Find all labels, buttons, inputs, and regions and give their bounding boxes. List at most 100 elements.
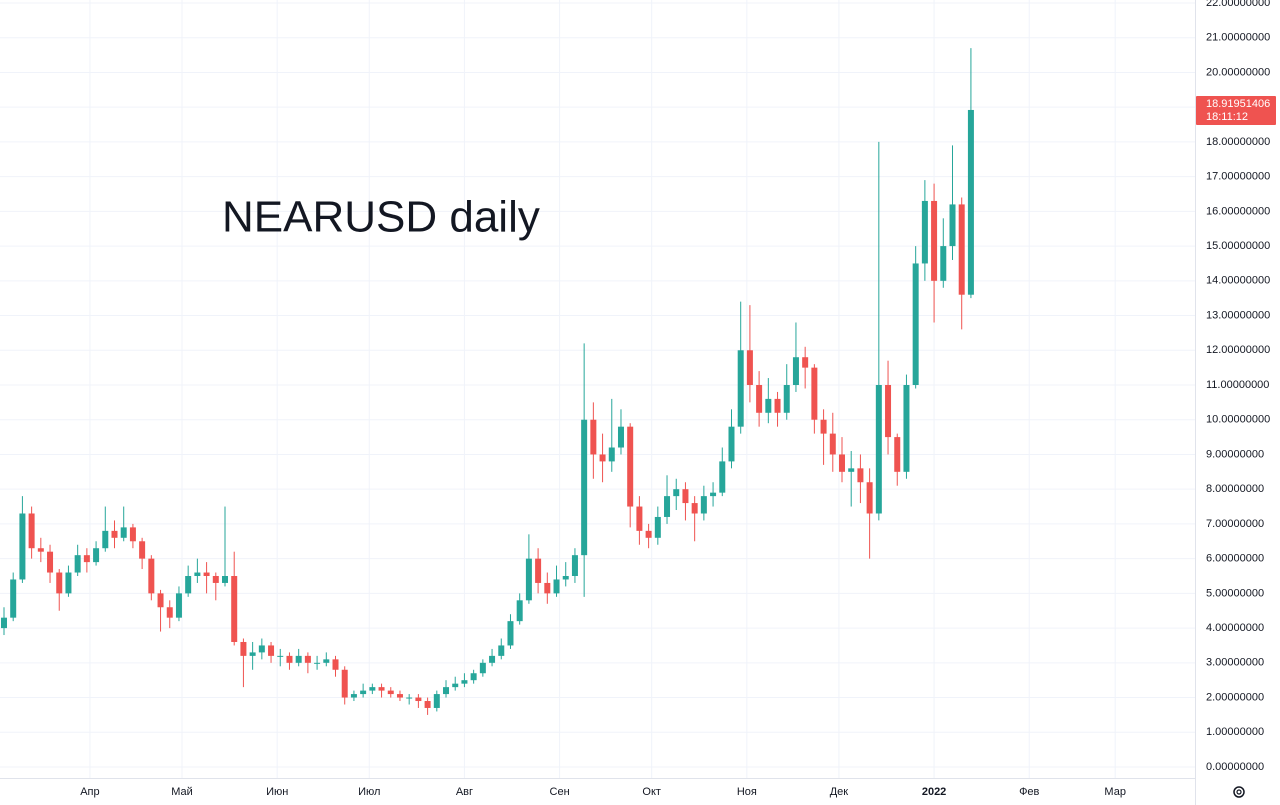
candle-body <box>120 527 127 538</box>
candle-body <box>875 385 882 514</box>
candle-body <box>802 357 809 368</box>
x-tick-label: Июн <box>266 786 288 798</box>
candle-body <box>268 645 275 656</box>
candle-body <box>581 419 588 556</box>
candle-body <box>443 687 450 695</box>
y-tick-label: 11.00000000 <box>1206 379 1269 391</box>
candle-body <box>10 579 17 618</box>
candle-body <box>921 200 928 264</box>
candle-body <box>811 367 818 420</box>
x-tick-label: Май <box>171 786 193 798</box>
candle-body <box>553 579 560 594</box>
candle-body <box>940 246 947 281</box>
y-tick-label: 2.00000000 <box>1206 691 1264 703</box>
candle-body <box>350 694 357 698</box>
candle-body <box>498 645 505 656</box>
countdown-label: 18:11:12 <box>1206 111 1248 123</box>
candle-body <box>765 398 772 413</box>
y-tick-label: 1.00000000 <box>1206 726 1264 738</box>
candle-body <box>829 433 836 455</box>
candle-body <box>332 659 339 670</box>
candle-body <box>617 426 624 448</box>
candle-body <box>378 687 385 691</box>
y-tick-label: 17.00000000 <box>1206 171 1270 183</box>
candle-body <box>424 701 431 708</box>
candle-body <box>240 641 247 656</box>
candle-body <box>212 576 219 583</box>
candle-body <box>433 694 440 708</box>
candle-body <box>166 607 173 618</box>
y-tick-label: 18.00000000 <box>1206 136 1270 148</box>
candle-body <box>489 655 496 663</box>
candle-body <box>885 385 892 438</box>
candle-body <box>967 109 974 295</box>
candle-body <box>406 697 413 699</box>
candle-body <box>65 572 72 594</box>
candle-body <box>185 576 192 594</box>
candle-body <box>746 350 753 385</box>
y-tick-label: 4.00000000 <box>1206 622 1264 634</box>
y-tick-label: 21.00000000 <box>1206 32 1270 44</box>
last-price-box <box>1196 95 1276 125</box>
candle-body <box>783 385 790 413</box>
y-tick-label: 12.00000000 <box>1206 344 1270 356</box>
candle-body <box>203 572 210 576</box>
candle-body <box>562 576 569 580</box>
candle-body <box>691 503 698 514</box>
candle-body <box>645 530 652 538</box>
candle-body <box>654 516 661 538</box>
candle-body <box>912 263 919 385</box>
candle-body <box>664 496 671 517</box>
candle-body <box>958 204 965 295</box>
y-tick-label: 3.00000000 <box>1206 657 1264 669</box>
candle-body <box>396 694 403 698</box>
candle-body <box>857 468 864 483</box>
candle-body <box>599 454 606 462</box>
candle-body <box>931 200 938 281</box>
candle-body <box>820 419 827 434</box>
x-tick-label: 2022 <box>922 786 946 798</box>
candles <box>0 48 974 715</box>
y-tick-label: 9.00000000 <box>1206 448 1264 460</box>
y-tick-label: 8.00000000 <box>1206 483 1264 495</box>
x-tick-label: Июл <box>358 786 380 798</box>
candle-body <box>949 204 956 247</box>
candle-body <box>719 461 726 493</box>
candle-body <box>139 541 146 559</box>
candle-body <box>461 680 468 684</box>
y-tick-label: 6.00000000 <box>1206 553 1264 565</box>
candle-body <box>93 548 100 563</box>
candle-body <box>608 447 615 462</box>
candle-body <box>295 655 302 663</box>
candle-body <box>0 617 7 629</box>
candle-body <box>277 655 284 657</box>
candle-body <box>222 576 229 583</box>
candle-body <box>28 513 35 549</box>
candle-body <box>231 576 238 642</box>
candle-body <box>258 645 265 653</box>
candle-body <box>848 468 855 472</box>
candle-body <box>369 687 376 691</box>
y-tick-label: 20.00000000 <box>1206 66 1270 78</box>
candle-body <box>544 582 551 594</box>
settings-icon[interactable] <box>1233 786 1245 798</box>
candle-body <box>452 683 459 688</box>
candle-body <box>894 437 901 472</box>
candle-body <box>83 555 90 563</box>
grid <box>0 0 1195 778</box>
candle-body <box>737 350 744 427</box>
y-tick-label: 10.00000000 <box>1206 414 1270 426</box>
x-tick-label: Сен <box>550 786 570 798</box>
candle-body <box>37 548 44 552</box>
candle-body <box>710 492 717 497</box>
y-tick-label: 14.00000000 <box>1206 275 1270 287</box>
y-tick-label: 15.00000000 <box>1206 240 1270 252</box>
candle-body <box>516 600 523 622</box>
candle-body <box>525 558 532 601</box>
candle-body <box>838 454 845 472</box>
candle-body <box>415 697 422 702</box>
x-tick-label: Ноя <box>737 786 757 798</box>
